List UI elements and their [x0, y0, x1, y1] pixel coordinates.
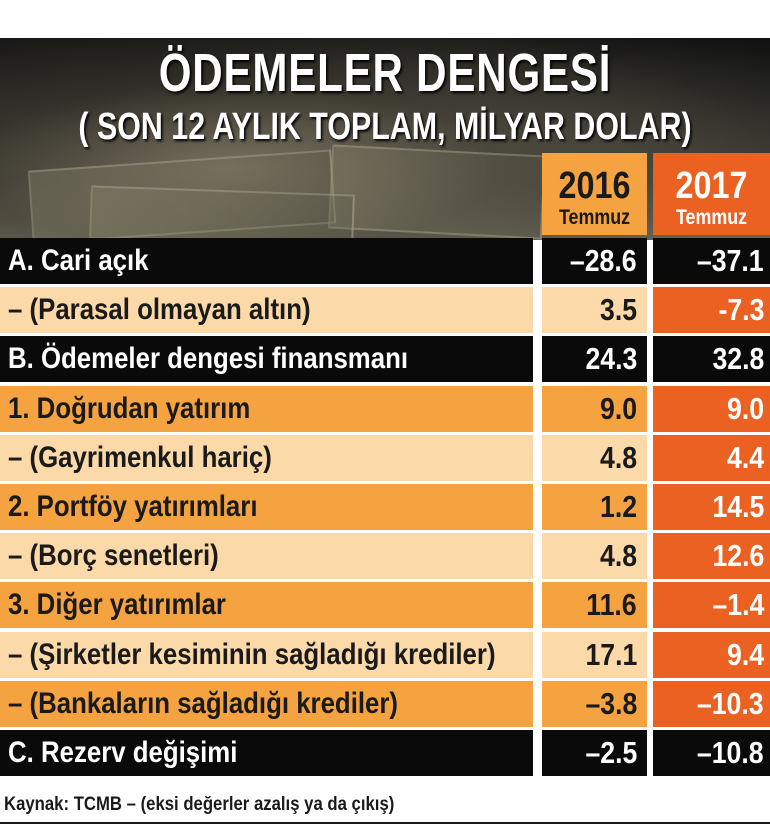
value-2017: –37.1 — [653, 238, 770, 284]
row-label: 2. Portföy yatırımları — [0, 484, 533, 530]
value-2017-text: –37.1 — [697, 243, 764, 278]
value-2017-text: 12.6 — [712, 538, 764, 573]
money-photo-bill — [89, 185, 355, 240]
value-2017-text: 9.0 — [726, 391, 764, 426]
row-label-text: 1. Doğrudan yatırım — [8, 392, 251, 425]
value-2016: 4.8 — [542, 435, 647, 481]
row-label: – (Şirketler kesiminin sağladığı kredile… — [0, 632, 533, 678]
value-2016-text: 11.6 — [586, 587, 637, 622]
column-year: 2016 — [558, 165, 631, 207]
table-row: – (Parasal olmayan altın) 3.5 -7.3 — [0, 287, 770, 333]
row-label: – (Borç senetleri) — [0, 533, 533, 579]
table-row: 3. Diğer yatırımlar 11.6 –1.4 — [0, 582, 770, 628]
value-2016-text: 4.8 — [599, 538, 637, 573]
row-label-text: C. Rezerv değişimi — [8, 736, 238, 769]
value-2017: 14.5 — [653, 484, 770, 530]
value-2016-text: 9.0 — [599, 391, 637, 426]
top-white-strip — [0, 0, 770, 38]
value-2016-text: 24.3 — [585, 341, 637, 376]
column-month: Temmuz — [675, 206, 748, 229]
column-year: 2017 — [675, 165, 748, 207]
header-banner: ÖDEMELER DENGESİ ( SON 12 AYLIK TOPLAM, … — [0, 0, 770, 240]
value-2016-text: –2.5 — [585, 735, 637, 770]
value-2017-text: -7.3 — [718, 292, 764, 327]
row-label: A. Cari açık — [0, 238, 533, 284]
bottom-divider — [0, 822, 770, 824]
value-2017: 12.6 — [653, 533, 770, 579]
value-2016-text: 3.5 — [599, 292, 637, 327]
row-label: B. Ödemeler dengesi finansmanı — [0, 336, 533, 382]
value-2016: 17.1 — [542, 632, 647, 678]
value-2017: –10.3 — [653, 681, 770, 727]
value-2016-text: 4.8 — [599, 440, 637, 475]
value-2016: –28.6 — [542, 238, 647, 284]
value-2017-text: 32.8 — [712, 341, 764, 376]
row-label-text: A. Cari açık — [8, 244, 149, 277]
row-label: – (Bankaların sağladığı krediler) — [0, 681, 533, 727]
value-2017-text: –10.8 — [697, 735, 764, 770]
money-photo-bill — [327, 144, 547, 240]
value-2016-text: –3.8 — [585, 686, 637, 721]
value-2017-text: 4.4 — [726, 440, 764, 475]
value-2016: 1.2 — [542, 484, 647, 530]
value-2017-text: –10.3 — [697, 686, 764, 721]
value-2016: –3.8 — [542, 681, 647, 727]
row-label-text: – (Gayrimenkul hariç) — [8, 441, 272, 474]
value-2016: 24.3 — [542, 336, 647, 382]
row-label-text: – (Parasal olmayan altın) — [8, 293, 311, 326]
value-2017: 32.8 — [653, 336, 770, 382]
value-2017: -7.3 — [653, 287, 770, 333]
row-label: – (Parasal olmayan altın) — [0, 287, 533, 333]
value-2017: 4.4 — [653, 435, 770, 481]
table-row: – (Borç senetleri) 4.8 12.6 — [0, 533, 770, 579]
value-2017: –10.8 — [653, 730, 770, 776]
row-label-text: – (Borç senetleri) — [8, 539, 219, 572]
value-2016: –2.5 — [542, 730, 647, 776]
value-2017-text: –1.4 — [712, 587, 764, 622]
row-label: 1. Doğrudan yatırım — [0, 386, 533, 432]
page-title: ÖDEMELER DENGESİ — [158, 43, 612, 103]
value-2016: 11.6 — [542, 582, 647, 628]
table-row: 1. Doğrudan yatırım 9.0 9.0 — [0, 386, 770, 432]
value-2016: 4.8 — [542, 533, 647, 579]
row-label-text: – (Şirketler kesiminin sağladığı kredile… — [8, 638, 496, 671]
column-month: Temmuz — [558, 206, 631, 229]
row-label-text: – (Bankaların sağladığı krediler) — [8, 687, 399, 720]
value-2016-text: 17.1 — [585, 637, 637, 672]
row-label-text: 2. Portföy yatırımları — [8, 490, 258, 523]
row-label: – (Gayrimenkul hariç) — [0, 435, 533, 481]
row-label: C. Rezerv değişimi — [0, 730, 533, 776]
row-label: 3. Diğer yatırımlar — [0, 582, 533, 628]
page-subtitle: ( SON 12 AYLIK TOPLAM, MİLYAR DOLAR) — [78, 106, 692, 148]
value-2016-text: –28.6 — [570, 243, 637, 278]
table-row: C. Rezerv değişimi –2.5 –10.8 — [0, 730, 770, 776]
table-row: A. Cari açık –28.6 –37.1 — [0, 238, 770, 284]
table-row: – (Gayrimenkul hariç) 4.8 4.4 — [0, 435, 770, 481]
source-text: Kaynak: TCMB – (eksi değerler azalış ya … — [4, 794, 395, 815]
value-2016: 3.5 — [542, 287, 647, 333]
source-note: Kaynak: TCMB – (eksi değerler azalış ya … — [4, 790, 770, 820]
value-2016: 9.0 — [542, 386, 647, 432]
value-2016-text: 1.2 — [599, 489, 637, 524]
table-row: – (Bankaların sağladığı krediler) –3.8 –10… — [0, 681, 770, 727]
table-row: B. Ödemeler dengesi finansmanı 24.3 32.8 — [0, 336, 770, 382]
row-label-text: 3. Diğer yatırımlar — [8, 588, 226, 621]
table-row: 2. Portföy yatırımları 1.2 14.5 — [0, 484, 770, 530]
value-2017: 9.0 — [653, 386, 770, 432]
value-2017-text: 9.4 — [726, 637, 764, 672]
value-2017: 9.4 — [653, 632, 770, 678]
column-header-2017: 2017 Temmuz — [653, 153, 770, 235]
value-2017-text: 14.5 — [712, 489, 764, 524]
column-header-2016: 2016 Temmuz — [542, 153, 647, 235]
table-row: – (Şirketler kesiminin sağladığı kredile… — [0, 632, 770, 678]
row-label-text: B. Ödemeler dengesi finansmanı — [8, 342, 409, 375]
value-2017: –1.4 — [653, 582, 770, 628]
